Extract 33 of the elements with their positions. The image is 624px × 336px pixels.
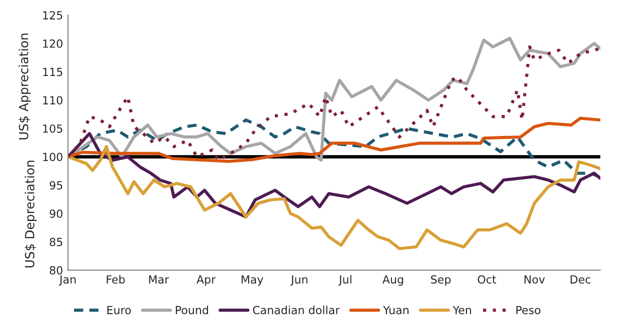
x-tick-label: Nov: [524, 275, 545, 284]
line-series: [68, 132, 600, 218]
x-tick-label: Jan: [58, 275, 76, 286]
x-tick-label: Mar: [149, 275, 169, 284]
legend-label: Canadian dollar: [252, 306, 340, 314]
x-tick-label: Jun: [290, 275, 308, 286]
line-series: [68, 145, 600, 250]
x-tick-label: Dec: [570, 275, 590, 284]
line-series: [68, 116, 600, 163]
legend-label: Pound: [176, 306, 208, 314]
y-tick-label: 95: [50, 181, 62, 190]
x-tick-label: Aug: [382, 275, 404, 286]
y-axis-title: US$ Appreciation: [18, 34, 31, 140]
legend-label: Yuan: [383, 306, 408, 314]
x-tick-label: Oct: [478, 275, 496, 284]
x-tick-label: Sep: [431, 275, 451, 286]
y-tick-label: 105: [43, 124, 62, 133]
x-tick-label: Jul: [338, 275, 352, 286]
x-tick-label: May: [242, 275, 264, 286]
x-tick-label: Feb: [106, 275, 125, 284]
legend-label: Peso: [516, 306, 540, 314]
y-tick-label: 115: [43, 68, 62, 76]
y-tick-label: 80: [50, 266, 62, 275]
y-tick-label: 85: [50, 238, 62, 246]
x-tick-label: Apr: [196, 275, 216, 286]
y-tick-label: 90: [50, 209, 62, 218]
y-tick-label: 110: [43, 96, 62, 105]
y-tick-label: 120: [43, 39, 62, 48]
y-tick-label: 100: [43, 152, 62, 162]
y-tick-label: 125: [43, 11, 62, 20]
text: US$ Depreciation: [24, 160, 37, 268]
legend-label: Yen: [452, 306, 472, 314]
legend-label: Euro: [107, 306, 131, 314]
